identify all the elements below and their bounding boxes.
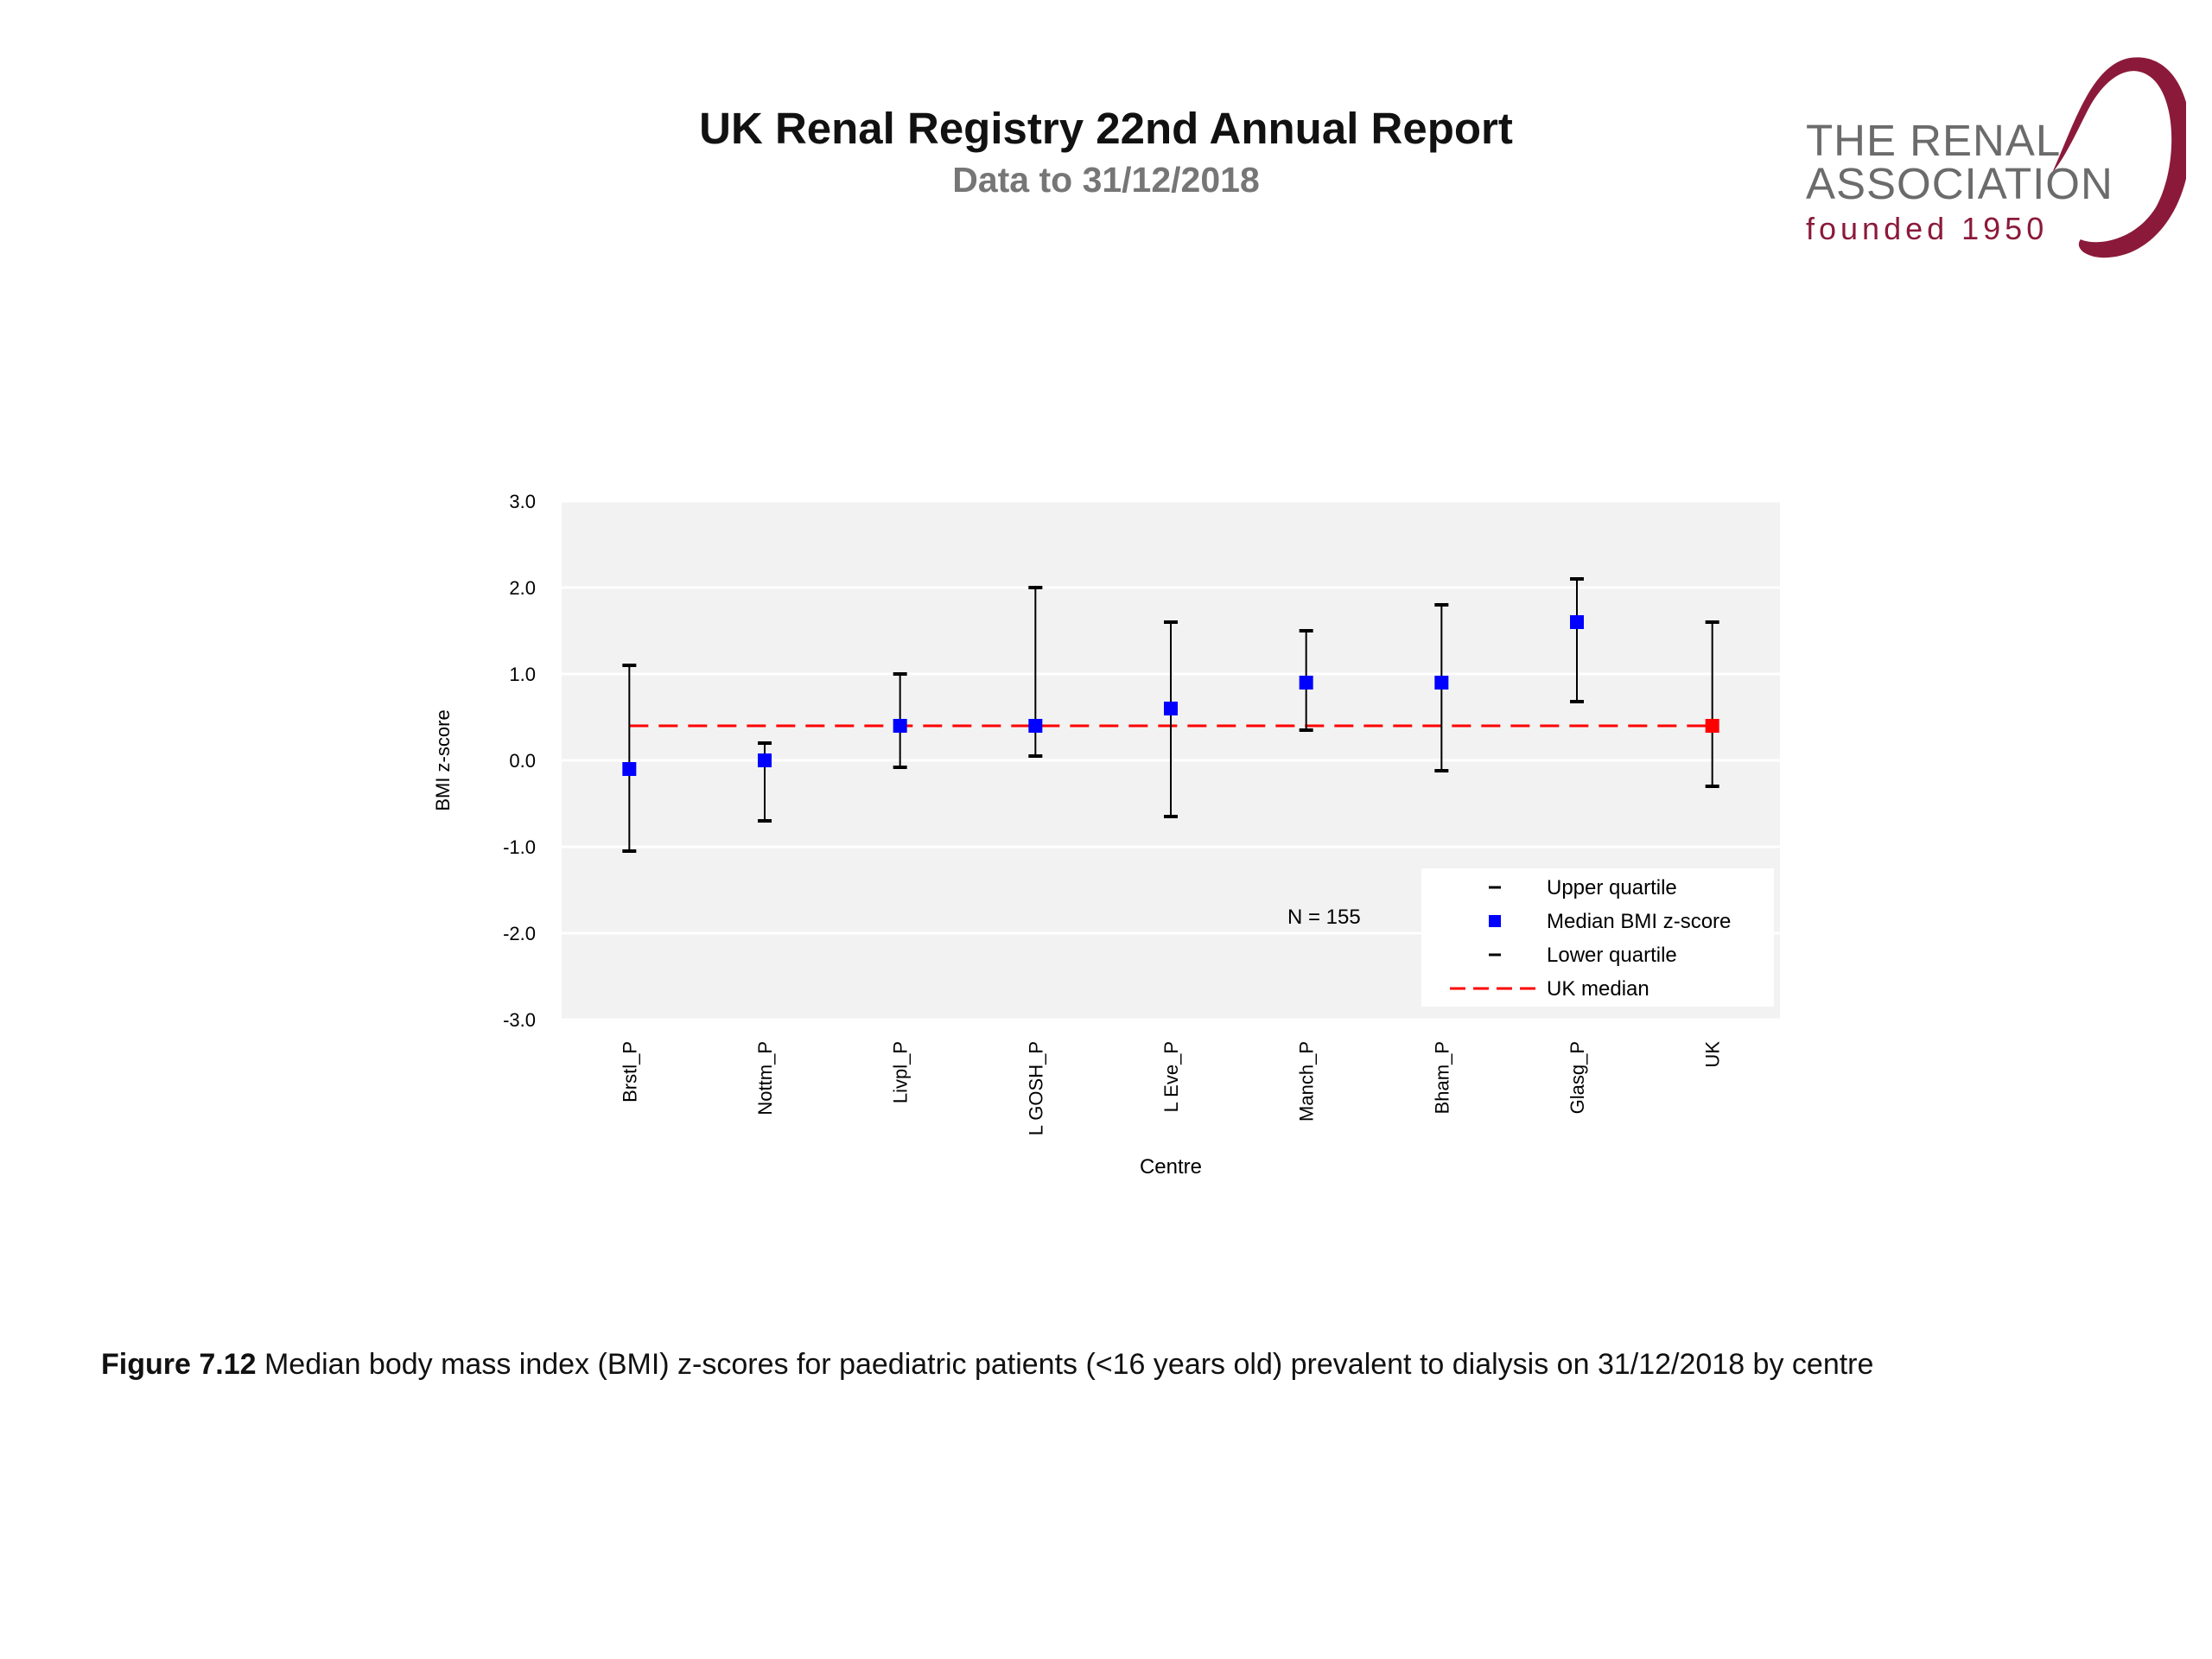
logo-line-2: ASSOCIATION xyxy=(1806,159,2113,208)
y-tick-label: -1.0 xyxy=(503,836,536,858)
legend-label: Lower quartile xyxy=(1547,944,1677,967)
median-marker xyxy=(1570,615,1584,629)
median-marker xyxy=(622,762,637,776)
x-tick-label: Brstl_P xyxy=(619,1041,640,1103)
median-marker xyxy=(758,753,772,767)
report-subtitle: Data to 31/12/2018 xyxy=(952,160,1260,200)
legend: Upper quartile Median BMI z-score Lower qu… xyxy=(1421,868,1774,1007)
y-tick-label: -2.0 xyxy=(503,923,536,944)
y-tick-label: 2.0 xyxy=(509,577,536,599)
x-tick-label: L Eve_P xyxy=(1160,1041,1182,1112)
median-marker xyxy=(1434,676,1449,690)
x-tick-label: Glasg_P xyxy=(1567,1041,1588,1114)
legend-label: Median BMI z-score xyxy=(1547,910,1731,933)
x-tick-label: Livpl_P xyxy=(890,1041,912,1103)
y-axis-label: BMI z-score xyxy=(432,709,454,810)
uk-median-marker xyxy=(1705,719,1719,733)
y-tick-label: 0.0 xyxy=(509,750,536,772)
report-title: UK Renal Registry 22nd Annual Report xyxy=(699,104,1513,153)
median-marker xyxy=(1028,719,1043,733)
y-tick-label: 3.0 xyxy=(509,491,536,512)
legend-median-swatch xyxy=(1489,915,1501,927)
x-tick-label: Manch_P xyxy=(1296,1041,1318,1122)
figure-caption: Figure 7.12 Median body mass index (BMI)… xyxy=(101,1348,1873,1382)
median-marker xyxy=(1164,702,1178,715)
y-tick-label: -3.0 xyxy=(503,1009,536,1031)
bmi-zscore-chart: 3.0 2.0 1.0 0.0 -1.0 -2.0 -3.0 BMI z-score Brs… xyxy=(432,491,1780,1179)
median-marker xyxy=(893,719,907,733)
x-tick-label: UK xyxy=(1702,1041,1724,1068)
logo-line-3: founded 1950 xyxy=(1806,211,2049,246)
legend-box xyxy=(1421,868,1774,1007)
legend-label: Upper quartile xyxy=(1547,876,1677,899)
legend-label: UK median xyxy=(1547,977,1649,1001)
logo-swirl-icon xyxy=(2052,57,2186,258)
x-tick-label: Nottm_P xyxy=(754,1041,776,1116)
figure-label: Figure 7.12 xyxy=(101,1348,257,1381)
y-axis-ticks: 3.0 2.0 1.0 0.0 -1.0 -2.0 -3.0 xyxy=(503,491,536,1031)
median-marker xyxy=(1299,676,1313,690)
x-tick-label: L GOSH_P xyxy=(1025,1041,1046,1135)
x-axis-label: Centre xyxy=(1140,1155,1202,1179)
report-header: UK Renal Registry 22nd Annual Report Dat… xyxy=(0,102,2212,204)
logo-line-1: THE RENAL xyxy=(1806,116,2062,165)
x-tick-label: Bham_P xyxy=(1431,1041,1452,1114)
n-annotation: N = 155 xyxy=(1287,906,1361,929)
y-tick-label: 1.0 xyxy=(509,664,536,685)
figure-caption-text: Median body mass index (BMI) z-scores fo… xyxy=(256,1348,1874,1381)
renal-association-logo: THE RENAL ASSOCIATION founded 1950 xyxy=(1789,48,2186,268)
x-axis-ticks: Brstl_P Nottm_P Livpl_P L GOSH_P L Eve_P Manc… xyxy=(619,1041,1723,1136)
data-marks xyxy=(622,577,1719,853)
